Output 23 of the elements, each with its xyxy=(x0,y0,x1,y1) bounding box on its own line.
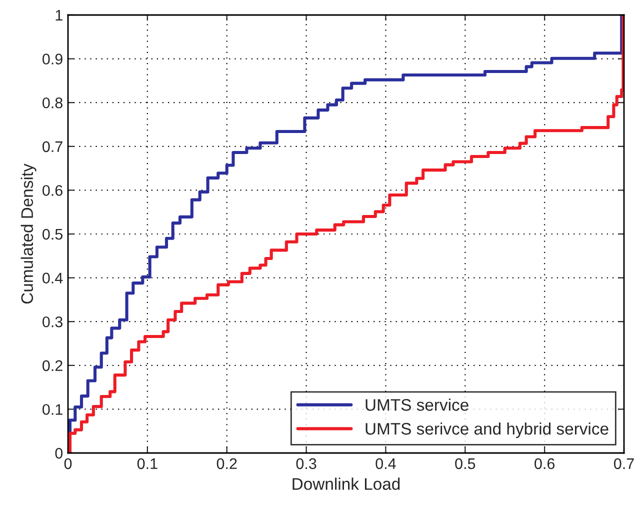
y-tick-label: 0.1 xyxy=(42,404,62,415)
y-tick-label: 0.7 xyxy=(42,141,62,152)
y-tick-label: 0 xyxy=(55,448,63,459)
y-tick-label: 1 xyxy=(56,10,62,21)
x-tick-label: 0.1 xyxy=(137,458,158,470)
x-axis-title: Downlink Load xyxy=(292,478,400,490)
x-tick-label: 0.2 xyxy=(216,458,237,470)
y-tick-label: 0.5 xyxy=(42,228,62,240)
y-tick-label: 0.9 xyxy=(42,54,62,64)
x-tick-label: 0.7 xyxy=(614,458,634,470)
x-tick-label: 0.6 xyxy=(534,458,555,470)
x-tick-label: 0 xyxy=(64,458,72,470)
y-tick-label: 0.4 xyxy=(42,272,63,284)
y-tick-label: 0.8 xyxy=(42,97,62,108)
x-tick-label: 0.3 xyxy=(296,458,316,470)
x-tick-label: 0.4 xyxy=(376,458,396,470)
legend-label: UMTS service xyxy=(366,398,468,411)
y-tick-label: 0.6 xyxy=(42,185,62,196)
y-tick-label: 0.3 xyxy=(42,316,62,328)
y-tick-label: 0.2 xyxy=(42,360,62,372)
legend-label: UMTS serivce and hybrid service xyxy=(366,422,608,438)
y-axis-title: Cumulated Density xyxy=(20,164,36,304)
x-tick-label: 0.5 xyxy=(455,458,476,470)
